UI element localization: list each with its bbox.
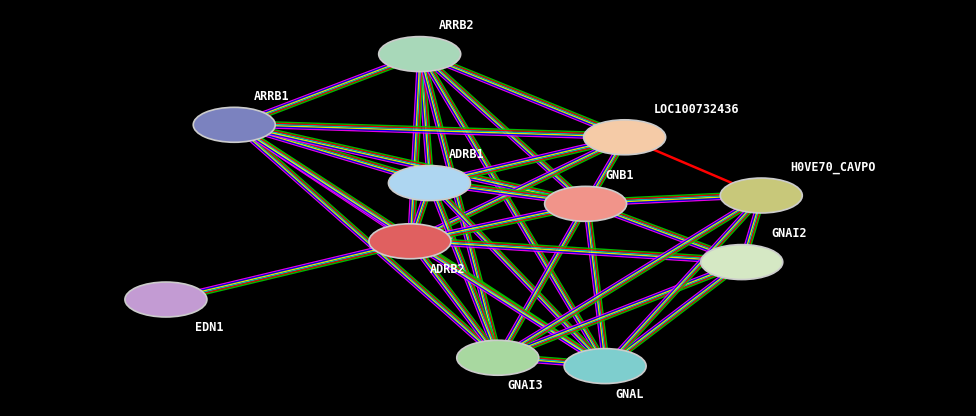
Circle shape <box>584 120 666 155</box>
Text: LOC100732436: LOC100732436 <box>654 103 740 116</box>
Circle shape <box>193 107 275 142</box>
Circle shape <box>369 224 451 259</box>
Text: ARRB2: ARRB2 <box>439 20 475 32</box>
Circle shape <box>564 349 646 384</box>
Text: GNAI2: GNAI2 <box>771 228 807 240</box>
Circle shape <box>388 166 470 201</box>
Text: GNAL: GNAL <box>615 388 643 401</box>
Circle shape <box>457 340 539 375</box>
Text: ARRB1: ARRB1 <box>254 90 290 103</box>
Circle shape <box>379 37 461 72</box>
Text: GNAI3: GNAI3 <box>508 379 544 392</box>
Text: ADRB2: ADRB2 <box>429 263 466 276</box>
Circle shape <box>720 178 802 213</box>
Text: GNB1: GNB1 <box>605 169 633 182</box>
Text: ADRB1: ADRB1 <box>449 149 485 161</box>
Circle shape <box>545 186 627 221</box>
Circle shape <box>701 245 783 280</box>
Circle shape <box>125 282 207 317</box>
Text: EDN1: EDN1 <box>195 321 224 334</box>
Text: H0VE70_CAVPO: H0VE70_CAVPO <box>791 161 876 174</box>
